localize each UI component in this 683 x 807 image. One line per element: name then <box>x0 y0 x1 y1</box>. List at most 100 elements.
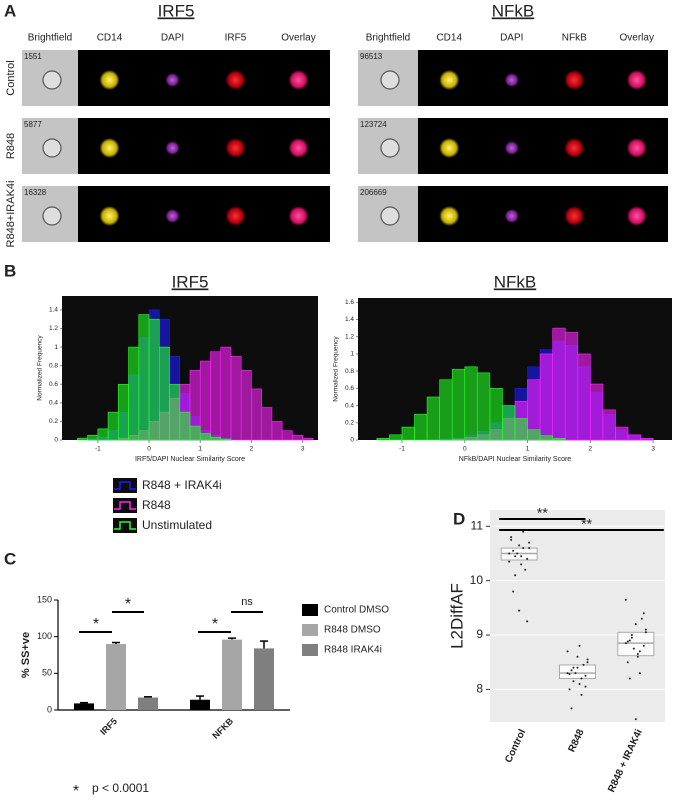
point <box>624 598 627 601</box>
histogram-bar <box>539 353 553 441</box>
stain <box>504 73 519 87</box>
significance: ns <box>241 596 253 608</box>
row-label: R848+IRAK4i <box>5 181 17 248</box>
histogram-bar <box>477 372 491 441</box>
y-tick-label: 1.4 <box>49 307 58 314</box>
image-id: 123724 <box>360 120 387 129</box>
fluorescence-image <box>418 50 668 106</box>
stain <box>99 206 120 226</box>
x-axis-label: NFkB/DAPI Nuclear Similarity Score <box>459 456 572 463</box>
cell <box>42 70 62 90</box>
histogram-bar <box>552 327 566 441</box>
x-tick-label: Control <box>503 728 528 765</box>
column-header: Brightfield <box>366 33 410 44</box>
point <box>528 541 531 544</box>
bar <box>138 697 158 710</box>
y-tick-label: 1.2 <box>49 325 58 332</box>
column-header: Brightfield <box>28 33 72 44</box>
bar <box>222 639 242 710</box>
point <box>510 538 513 541</box>
stain <box>504 141 519 155</box>
histogram-bar <box>389 434 403 441</box>
significance: ** <box>581 516 592 532</box>
y-tick-label: 50 <box>42 668 52 678</box>
point <box>570 707 573 710</box>
point <box>514 555 517 558</box>
stain <box>99 138 120 158</box>
histogram-bar <box>148 318 160 441</box>
point <box>630 636 633 639</box>
y-tick-label: 0.8 <box>49 362 58 369</box>
stain <box>288 206 309 226</box>
histogram-bar <box>489 388 503 441</box>
significance: * <box>93 616 99 633</box>
footnote-symbol: * <box>73 783 79 800</box>
y-axis-label: % SS+ve <box>20 632 32 678</box>
point <box>584 685 587 688</box>
x-tick-label: 1 <box>198 446 202 453</box>
y-tick-label: 0.4 <box>49 400 58 407</box>
stain <box>564 70 585 90</box>
point <box>520 555 523 558</box>
column-header: DAPI <box>500 33 523 44</box>
significance-brackets <box>79 611 263 633</box>
histogram-bar <box>302 437 314 441</box>
y-tick-label: 0 <box>47 704 52 714</box>
legend-label: Control DMSO <box>324 605 389 616</box>
histogram-bar <box>640 437 654 441</box>
legend-swatch <box>302 604 318 616</box>
point <box>642 612 645 615</box>
x-tick-label: 3 <box>301 446 305 453</box>
panel-label: D <box>453 509 465 528</box>
point <box>580 693 583 696</box>
stain <box>225 138 246 158</box>
histogram-bar <box>199 433 211 441</box>
y-tick-label: 0.6 <box>345 385 354 392</box>
point <box>582 663 585 666</box>
box <box>617 631 655 657</box>
x-tick-label: 2 <box>589 446 593 453</box>
y-tick-label: 0 <box>54 437 58 444</box>
fluorescence-image <box>78 50 330 106</box>
point <box>640 617 643 620</box>
x-tick-label: IRF5 <box>98 716 119 737</box>
fluorescence-image <box>418 186 668 242</box>
histogram-bar <box>210 351 222 441</box>
histogram-bar <box>271 421 283 441</box>
histogram-bar <box>464 366 478 441</box>
histogram-bar <box>210 436 222 441</box>
histogram-bar <box>401 426 415 441</box>
y-tick-label: 1.2 <box>345 333 354 340</box>
legend-label: R848 IRAK4i <box>324 645 382 656</box>
x-tick-label: NFKB <box>210 716 235 741</box>
fluorescence-image <box>78 186 330 242</box>
histogram-bar <box>220 438 232 441</box>
point <box>566 672 569 675</box>
significance: * <box>212 616 218 633</box>
cell <box>42 138 62 158</box>
legend-swatch <box>113 518 137 533</box>
stain <box>225 70 246 90</box>
point <box>512 549 515 552</box>
stain <box>504 209 519 223</box>
histogram-bar <box>502 405 516 441</box>
histogram-bar <box>451 369 466 441</box>
y-tick-label: 1.6 <box>345 299 354 306</box>
histogram-bar <box>552 437 566 441</box>
y-axis-label: L2DiffAF <box>447 583 466 649</box>
stain <box>439 206 460 226</box>
row-label: R848 <box>5 133 17 159</box>
panel-label: A <box>4 1 16 20</box>
row-label: Control <box>5 60 17 95</box>
y-tick-label: 0.2 <box>49 418 58 425</box>
footnote: p < 0.0001 <box>92 781 149 795</box>
point <box>586 658 589 661</box>
column-header: DAPI <box>161 33 184 44</box>
histogram-bar <box>426 396 440 441</box>
point <box>526 620 529 623</box>
x-axis-label: IRF5/DAPI Nuclear Similarity Score <box>135 456 245 463</box>
y-axis-label: Normalized Frequency <box>333 336 340 402</box>
y-tick-label: 11 <box>471 518 484 532</box>
x-tick-label: R848 + IRAK4i <box>606 728 645 795</box>
